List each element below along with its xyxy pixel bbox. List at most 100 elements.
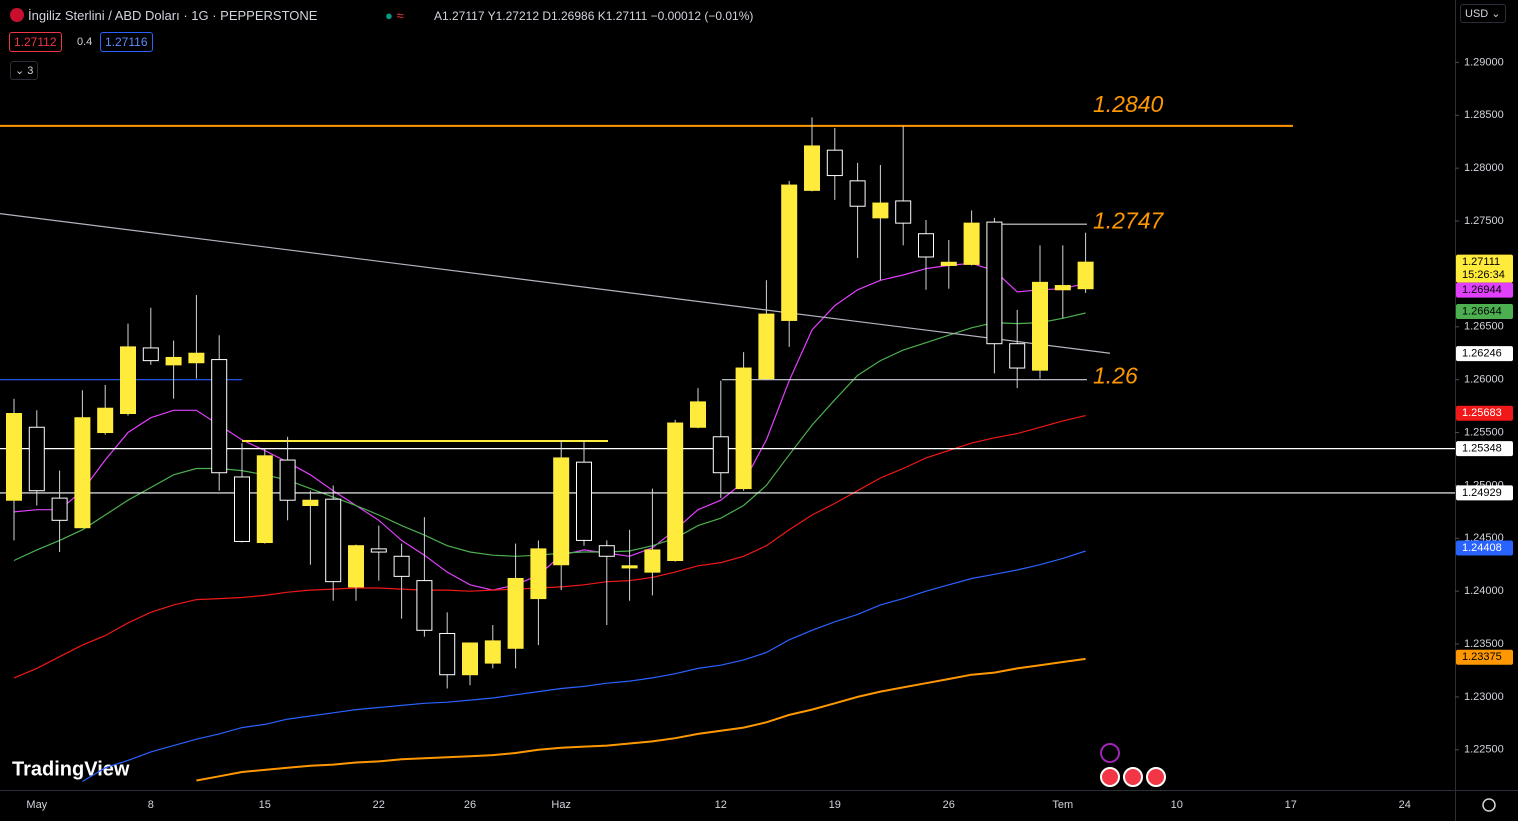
candle-body xyxy=(142,347,159,362)
ask[interactable]: 1.27116 xyxy=(100,32,153,52)
price-label xyxy=(1456,485,1513,501)
price-label xyxy=(1456,282,1513,298)
candle-body xyxy=(74,417,91,529)
candle-body xyxy=(1032,281,1048,371)
moving-average xyxy=(13,415,1086,679)
y-tick-label: 1.25500 xyxy=(1464,426,1504,438)
y-tick-label: 1.28500 xyxy=(1464,109,1504,121)
candle-body xyxy=(872,202,889,219)
price-label-text: 1.25683 xyxy=(1462,407,1502,419)
price-label-text: 1.27111 xyxy=(1462,256,1500,268)
moving-average xyxy=(82,550,1086,783)
y-tick-label: 1.29000 xyxy=(1464,56,1504,68)
event-icon[interactable] xyxy=(1100,743,1120,763)
candle-body xyxy=(1077,261,1094,290)
candle-body xyxy=(51,497,68,521)
x-tick-label: 8 xyxy=(148,799,154,811)
candle-body xyxy=(598,545,615,557)
candle-body xyxy=(895,200,912,224)
event-flag[interactable] xyxy=(1123,767,1143,787)
candle-body xyxy=(963,222,980,265)
flag-icon xyxy=(10,8,24,22)
x-tick-label: 24 xyxy=(1399,799,1411,811)
x-tick-label: Tem xyxy=(1052,799,1073,811)
status-icons: ● ≈ xyxy=(385,8,404,23)
level-label: 1.2747 xyxy=(1093,207,1165,233)
candle-body xyxy=(439,632,456,676)
candle-body xyxy=(165,356,182,366)
candle-body xyxy=(256,455,273,544)
price-label-text: 1.26644 xyxy=(1462,305,1502,317)
candle-body xyxy=(644,549,661,573)
price-label-text: 1.26944 xyxy=(1462,284,1502,296)
candle-body xyxy=(393,555,410,577)
indicators-count: 3 xyxy=(27,65,34,77)
moving-average xyxy=(13,312,1086,562)
y-tick-label: 1.24000 xyxy=(1464,585,1504,597)
event-flag[interactable] xyxy=(1146,767,1166,787)
x-tick-label: 19 xyxy=(829,799,841,811)
bid[interactable]: 1.27112 xyxy=(9,32,62,52)
candle-body xyxy=(576,461,592,541)
price-label-text: 1.25348 xyxy=(1462,443,1502,455)
level-label: 1.2840 xyxy=(1093,91,1164,117)
candle-body xyxy=(690,401,706,428)
candle-body xyxy=(462,642,478,676)
candle-body xyxy=(804,145,820,191)
price-label xyxy=(1456,441,1513,457)
x-tick-label: 22 xyxy=(373,799,385,811)
moving-average xyxy=(13,262,1086,591)
candle-body xyxy=(302,499,319,507)
indicators-toggle[interactable]: ⌄ 3 xyxy=(10,61,39,80)
candle-body xyxy=(325,498,342,583)
y-tick-label: 1.26500 xyxy=(1464,321,1504,333)
moving-average xyxy=(196,657,1086,782)
title: İngiliz Sterlini / ABD Doları · 1G · PEP… xyxy=(28,8,318,23)
x-tick-label: May xyxy=(26,799,47,811)
candle-body xyxy=(97,407,114,434)
candle-body xyxy=(781,184,798,321)
candle-body xyxy=(370,548,387,553)
price-label xyxy=(1456,304,1513,320)
symbol-title[interactable]: İngiliz Sterlini / ABD Doları · 1G · PEP… xyxy=(10,8,317,23)
candle-body xyxy=(735,367,752,490)
y-tick-label: 1.23500 xyxy=(1464,638,1504,650)
price-label-text: 1.23375 xyxy=(1462,651,1502,663)
x-tick-label: Haz xyxy=(551,799,571,811)
candle-body xyxy=(484,640,501,664)
event-flag[interactable] xyxy=(1100,767,1120,787)
currency-select[interactable]: USD ⌄ xyxy=(1460,4,1506,23)
x-tick-label: 26 xyxy=(464,799,476,811)
candle-body xyxy=(1054,285,1071,291)
y-tick-label: 1.23000 xyxy=(1464,691,1504,703)
y-tick-label: 1.27500 xyxy=(1464,215,1504,227)
ohlc: A1.27117 Y1.27212 D1.26986 K1.27111 −0.0… xyxy=(434,9,754,23)
y-tick-label: 1.22500 xyxy=(1464,744,1504,756)
y-tick-label: 1.28000 xyxy=(1464,162,1504,174)
candle-body xyxy=(667,422,684,562)
candle-body xyxy=(348,545,364,588)
price-label xyxy=(1456,254,1513,283)
candle-body xyxy=(1009,343,1026,369)
x-tick-label: 17 xyxy=(1285,799,1297,811)
price-label xyxy=(1456,649,1513,665)
spread: 0.4 xyxy=(77,36,93,48)
trendline xyxy=(0,213,1111,354)
x-tick-label: 10 xyxy=(1171,799,1183,811)
candle-body xyxy=(758,313,775,380)
candle-body xyxy=(120,346,136,415)
logo: TradingView xyxy=(12,758,130,780)
candle-body xyxy=(849,180,866,207)
candle-body xyxy=(621,565,638,569)
candle-body xyxy=(712,436,729,474)
candle-body xyxy=(553,457,570,566)
candle-body xyxy=(6,413,22,501)
candle-body xyxy=(188,352,205,364)
x-tick-label: 12 xyxy=(715,799,727,811)
candle-body xyxy=(530,548,547,600)
x-tick-label: 15 xyxy=(259,799,271,811)
settings-icon[interactable] xyxy=(1482,798,1496,812)
